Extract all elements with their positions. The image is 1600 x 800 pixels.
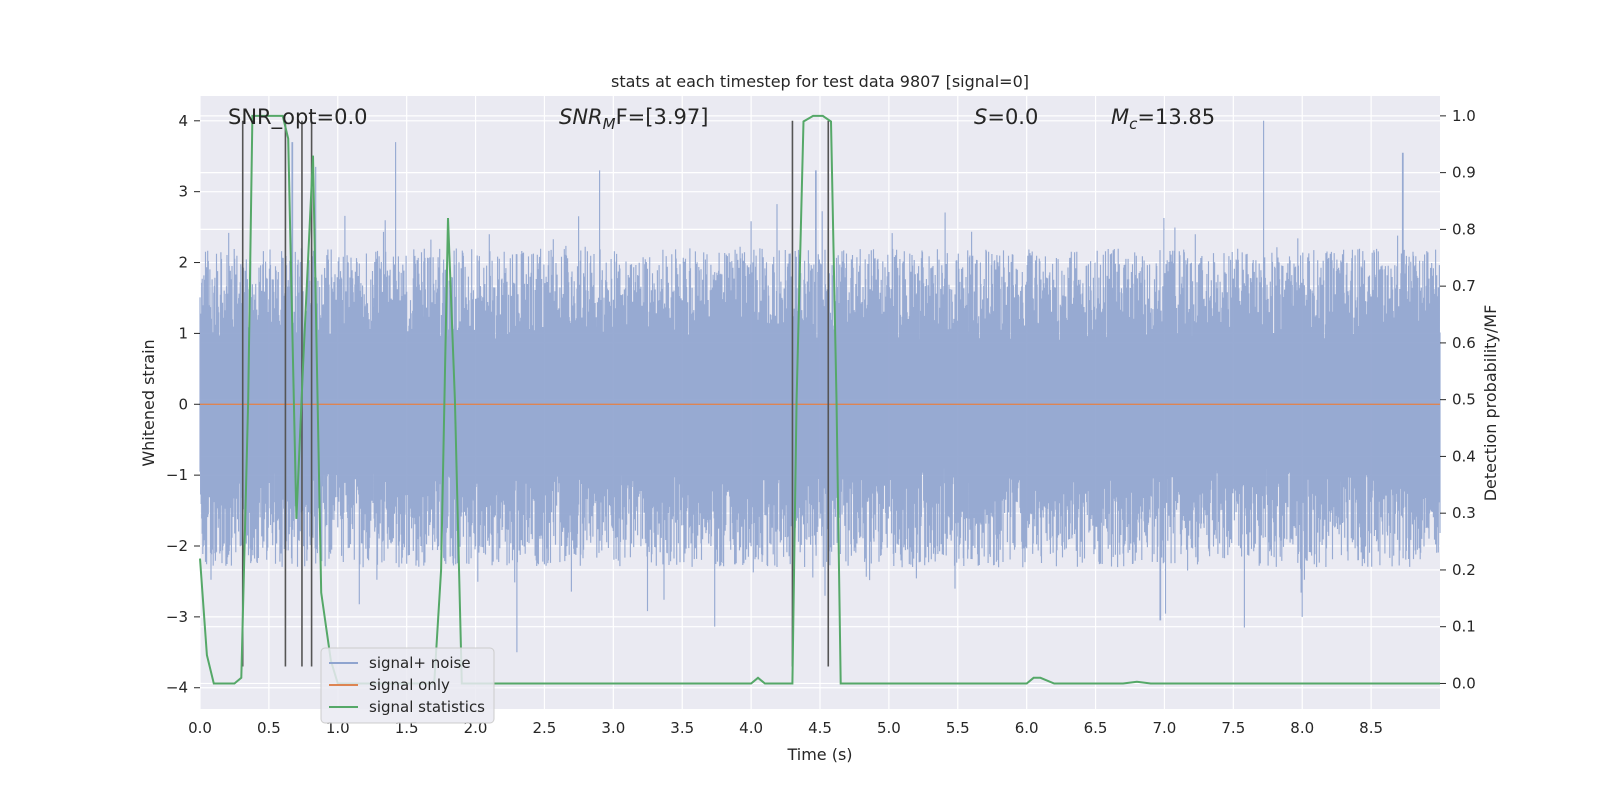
y-tick-label-right: 0.8 xyxy=(1452,220,1476,238)
legend: signal+ noise signal only signal statist… xyxy=(320,647,495,724)
signal-noise-series xyxy=(199,120,1441,653)
chart-title: stats at each timestep for test data 980… xyxy=(611,72,1029,91)
y-tick-label-right: 0.6 xyxy=(1452,334,1476,352)
snr-mf-rest: F=[3.97] xyxy=(616,105,709,129)
y-tick-label-left: 4 xyxy=(178,112,188,130)
y-tick-label-right: 0.9 xyxy=(1452,164,1476,182)
x-tick-label: 4.5 xyxy=(808,719,832,737)
snr-mf-base: SNR xyxy=(559,105,603,129)
x-axis-label: Time (s) xyxy=(786,745,852,764)
s-var: S xyxy=(974,105,987,129)
s-rest: =0.0 xyxy=(987,105,1038,129)
x-tick-label: 5.5 xyxy=(946,719,970,737)
y-tick-label-left: 3 xyxy=(178,183,188,201)
annotation-snr-mf: SNRMF=[3.97] xyxy=(559,105,708,133)
y-axis-label-right: Detection probability/MF xyxy=(1481,305,1500,502)
annotation-snr-opt: SNR_opt=0.0 xyxy=(228,105,368,130)
y-tick-label-left: 2 xyxy=(178,254,188,272)
legend-box xyxy=(320,647,495,724)
x-tick-label: 2.5 xyxy=(533,719,557,737)
signal-statistics-line xyxy=(199,114,1440,685)
annotation-s: S=0.0 xyxy=(974,105,1038,129)
x-tick-label: 3.5 xyxy=(670,719,694,737)
x-tick-label: 5.0 xyxy=(877,719,901,737)
y-tick-label-left: 0 xyxy=(178,395,188,413)
annotation-mc: Mc=13.85 xyxy=(1111,105,1215,133)
y-tick-label-right: 0.3 xyxy=(1452,504,1476,522)
noise-strokes xyxy=(199,120,1441,653)
x-tick-label: 3.0 xyxy=(601,719,625,737)
y-tick-label-right: 0.2 xyxy=(1452,561,1476,579)
y-tick-label-left: −1 xyxy=(166,466,188,484)
y-tick-label-left: −2 xyxy=(166,537,188,555)
y-tick-label-left: 1 xyxy=(178,324,188,342)
y-tick-label-right: 1.0 xyxy=(1452,107,1476,125)
y-axis-label-left: Whitened strain xyxy=(139,339,158,466)
x-tick-label: 8.5 xyxy=(1359,719,1383,737)
x-tick-label: 0.0 xyxy=(188,719,212,737)
x-tick-label: 4.0 xyxy=(739,719,763,737)
x-tick-label: 8.0 xyxy=(1290,719,1314,737)
x-tick-label: 7.5 xyxy=(1221,719,1245,737)
y-tick-label-right: 0.4 xyxy=(1452,447,1476,465)
x-tick-label: 6.0 xyxy=(1015,719,1039,737)
legend-label-statistics: signal statistics xyxy=(369,698,485,716)
y-tick-label-right: 0.0 xyxy=(1452,674,1476,692)
y-tick-label-right: 0.7 xyxy=(1452,277,1476,295)
snr-mf-sub: M xyxy=(603,115,616,133)
y-tick-label-left: −4 xyxy=(166,679,188,697)
axis-ticks: 0.0 0.5 1.0 1.5 2.0 2.5 3.0 3.5 4.0 4.5 5.0 5.5 6.0 6… xyxy=(166,107,1476,737)
mc-base: M xyxy=(1111,105,1129,129)
y-tick-label-left: −3 xyxy=(166,608,188,626)
legend-label-signal-only: signal only xyxy=(369,676,450,694)
x-tick-label: 6.5 xyxy=(1084,719,1108,737)
y-tick-label-right: 0.1 xyxy=(1452,618,1476,636)
x-tick-label: 0.5 xyxy=(257,719,281,737)
legend-label-noise: signal+ noise xyxy=(369,654,471,672)
mc-rest: =13.85 xyxy=(1137,105,1215,129)
x-tick-label: 7.0 xyxy=(1153,719,1177,737)
mc-sub: c xyxy=(1129,115,1138,133)
y-tick-label-right: 0.5 xyxy=(1452,391,1476,409)
